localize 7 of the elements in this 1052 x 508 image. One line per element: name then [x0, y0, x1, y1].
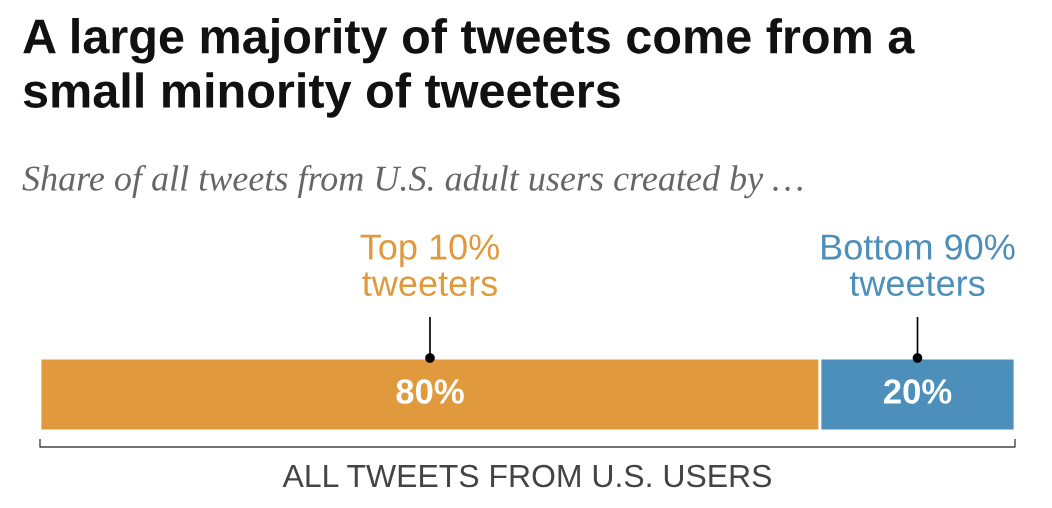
data-label: 20% — [883, 379, 952, 404]
series-label: Bottom 90% tweeters — [822, 234, 1015, 297]
text: ALL TWEETS FROM U.S. USERS — [282, 464, 771, 488]
chart-subtitle: Share of all tweets from U.S. adult users created by … — [22, 165, 802, 199]
series-label: Top 10% tweeters — [360, 234, 499, 297]
data-label: 80% — [396, 379, 464, 404]
chart-title: A large majority of tweets come from a small minority of tweeters — [23, 18, 915, 118]
